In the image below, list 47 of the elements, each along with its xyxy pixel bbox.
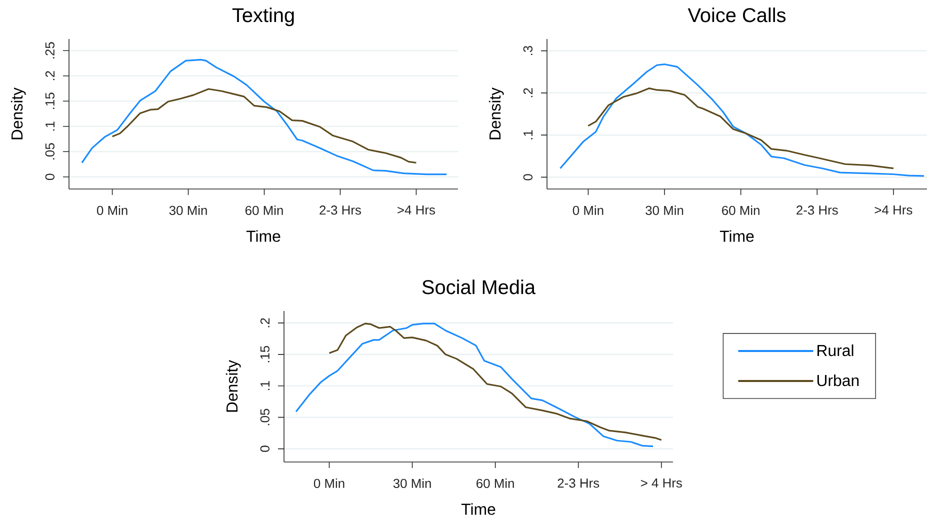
x-tick-label: 60 Min <box>245 206 283 216</box>
y-axis-title: Density <box>226 360 241 412</box>
line-series <box>328 322 662 441</box>
chart-title: Voice Calls <box>688 8 786 22</box>
y-axis-title: Density <box>488 87 504 140</box>
x-tick-label: 2-3 Hrs <box>796 206 838 215</box>
y-tick-label: .05 <box>45 143 54 160</box>
y-tick-label: .1 <box>46 122 54 131</box>
y-tick-label: .2 <box>523 88 532 98</box>
x-tick-label: 0 Min <box>96 206 128 216</box>
x-tick-label: >4 Hrs <box>398 206 435 215</box>
y-tick-label: .15 <box>45 92 54 109</box>
y-tick-label: .15 <box>260 346 270 362</box>
line-series <box>112 88 418 164</box>
legend-label: Urban <box>817 374 859 386</box>
x-tick-label: > 4 Hrs <box>640 478 682 488</box>
line-series <box>295 322 654 448</box>
x-tick-label: 2-3 Hrs <box>558 478 600 488</box>
y-tick-label: .3 <box>523 46 532 56</box>
chart-title: Texting <box>232 8 294 26</box>
y-tick-label: 0 <box>523 174 532 180</box>
x-tick-label: 0 Min <box>314 478 344 488</box>
y-tick-label: 0 <box>45 174 54 180</box>
legend-label: Rural <box>818 344 854 356</box>
x-tick-label: 30 Min <box>393 478 431 488</box>
x-tick-label: 30 Min <box>169 206 207 216</box>
y-tick-label: .25 <box>45 42 54 58</box>
y-tick-label: .1 <box>260 381 270 390</box>
line-series <box>559 63 925 177</box>
line-series <box>587 87 894 170</box>
x-tick-label: 60 Min <box>722 206 760 216</box>
chart-title: Social Media <box>422 280 536 294</box>
x-tick-label: 2-3 Hrs <box>320 206 361 215</box>
line-series <box>81 58 448 176</box>
x-axis-title: Time <box>720 230 754 242</box>
x-tick-label: >4 Hrs <box>874 206 912 215</box>
y-tick-label: 0 <box>260 446 270 452</box>
y-tick-label: .05 <box>260 408 270 426</box>
y-tick-label: .1 <box>524 130 532 140</box>
y-tick-label: .2 <box>45 71 54 80</box>
y-tick-label: .2 <box>260 318 270 328</box>
x-tick-label: 60 Min <box>476 478 514 488</box>
x-tick-label: 0 Min <box>572 206 604 216</box>
x-axis-title: Time <box>461 503 496 515</box>
x-axis-title: Time <box>246 230 280 242</box>
y-axis-title: Density <box>10 87 26 140</box>
x-tick-label: 30 Min <box>646 206 684 216</box>
